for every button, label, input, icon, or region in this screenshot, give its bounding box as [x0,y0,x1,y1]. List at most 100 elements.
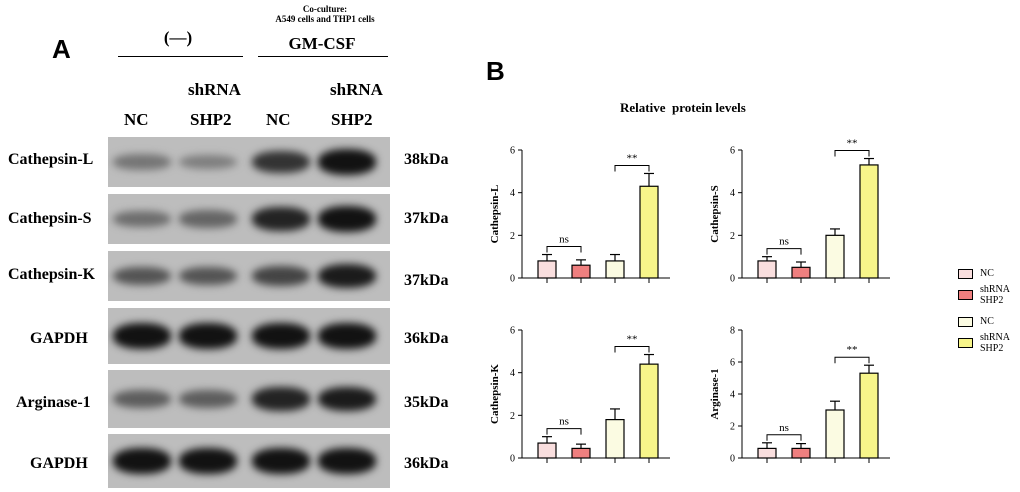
blot-band [252,265,310,287]
blot-image-cathepsin-l [108,137,390,187]
legend-swatch-4 [958,338,973,348]
bar [639,185,659,279]
bar [825,409,845,459]
group-gmcsf-line [258,56,388,57]
y-tick-label: 0 [730,454,735,465]
bar [859,164,879,279]
significance-label: ** [847,344,858,356]
y-tick-label: 4 [730,188,735,199]
bar [859,372,879,459]
significance-label: ** [847,138,858,150]
lane-2-label: SHP2 [190,110,232,129]
significance-bracket [766,248,802,255]
significance-label: ns [559,416,569,428]
bar-chart-arginase-1: 0 2 4 6 8 Arginase-1 ns ** [709,326,890,465]
blot-band [252,448,310,474]
y-tick-label: 0 [510,454,515,465]
blot-label-cathepsin-l: Cathepsin-L [8,151,94,168]
bar [791,447,811,459]
panel-a-letter: A [52,34,71,64]
blot-band [179,266,237,286]
significance-bracket [834,150,870,157]
y-tick-label: 8 [730,326,735,337]
bar-chart-cathepsin-l: 0 2 4 6 Cathepsin-L ns ** [489,146,670,285]
significance-bracket [614,346,650,353]
bar [571,447,591,459]
blot-band [113,448,171,474]
y-axis-label: Cathepsin-K [489,364,501,424]
blot-band [252,323,310,349]
significance-label: ns [559,234,569,246]
legend-label-1: NC [980,268,994,279]
bar [537,442,557,459]
coculture-line2: A549 cells and THP1 cells [275,14,375,24]
lane-3-label: NC [266,110,291,129]
blot-image-cathepsin-k [108,251,390,301]
panel-b-title: Relative protein levels [620,100,746,115]
significance-label: ** [627,334,638,346]
kda-label-cathepsin-k: 37kDa [404,272,449,289]
kda-label-arginase-1: 35kDa [404,394,449,411]
bar [639,363,659,459]
y-tick-label: 2 [510,411,515,422]
lane-4-label: SHP2 [331,110,373,129]
blot-band [252,207,310,231]
bar [757,260,777,279]
significance-bracket [546,246,582,253]
group-minus-label: (—) [163,28,193,47]
coculture-line1: Co-culture: [302,4,348,14]
blot-label-cathepsin-k: Cathepsin-K [8,266,96,283]
bar [537,260,557,279]
bar [605,418,625,459]
blot-band [179,154,237,170]
kda-label-gapdh-2: 36kDa [404,455,449,472]
blot-label-cathepsin-s: Cathepsin-S [8,210,92,227]
y-tick-label: 6 [730,146,735,157]
bar-chart-cathepsin-s: 0 2 4 6 Cathepsin-S ns ** [709,138,890,285]
significance-label: ** [627,152,638,164]
kda-label-cathepsin-s: 37kDa [404,210,449,227]
y-axis-label: Arginase-1 [709,368,721,419]
y-tick-label: 4 [510,368,515,379]
panel-b-letter: B [486,56,505,86]
lane-2-top-label: shRNA [188,80,241,99]
blot-image-cathepsin-s [108,194,390,244]
blot-image-gapdh-1 [108,308,390,364]
kda-label-cathepsin-l: 38kDa [404,151,449,168]
y-axis-label: Cathepsin-S [709,185,721,242]
y-tick-label: 4 [510,188,515,199]
blot-label-arginase-1: Arginase-1 [16,394,91,411]
blot-band [318,448,376,474]
blot-band [318,149,376,175]
lane-1-label: NC [124,110,149,129]
y-tick-label: 6 [510,326,515,337]
y-axis-label: Cathepsin-L [489,185,501,244]
y-tick-label: 0 [730,274,735,285]
kda-label-gapdh-1: 36kDa [404,330,449,347]
blot-band [318,206,376,232]
bar-chart-cathepsin-k: 0 2 4 6 Cathepsin-K ns ** [489,326,670,465]
blot-image-gapdh-2 [108,434,390,488]
legend-label-3: NC [980,316,994,327]
blot-band [113,390,171,408]
blot-band [113,266,171,286]
y-tick-label: 0 [510,274,515,285]
blot-band [252,387,310,411]
significance-label: ns [779,236,789,248]
coculture-label: Co-culture: A549 cells and THP1 cells [250,4,400,24]
blot-label-gapdh-2: GAPDH [30,455,88,472]
blot-band [318,323,376,349]
blot-image-arginase-1 [108,370,390,428]
blot-band [113,323,171,349]
significance-bracket [614,164,650,172]
blot-band [179,210,237,228]
y-tick-label: 2 [730,231,735,242]
blot-band [113,210,171,228]
blot-band [179,448,237,474]
blot-label-gapdh-1: GAPDH [30,330,88,347]
blot-band [252,151,310,173]
y-tick-label: 6 [730,358,735,369]
group-gmcsf-label: GM-CSF [288,34,356,53]
blot-band [318,263,376,289]
significance-bracket [834,356,870,364]
